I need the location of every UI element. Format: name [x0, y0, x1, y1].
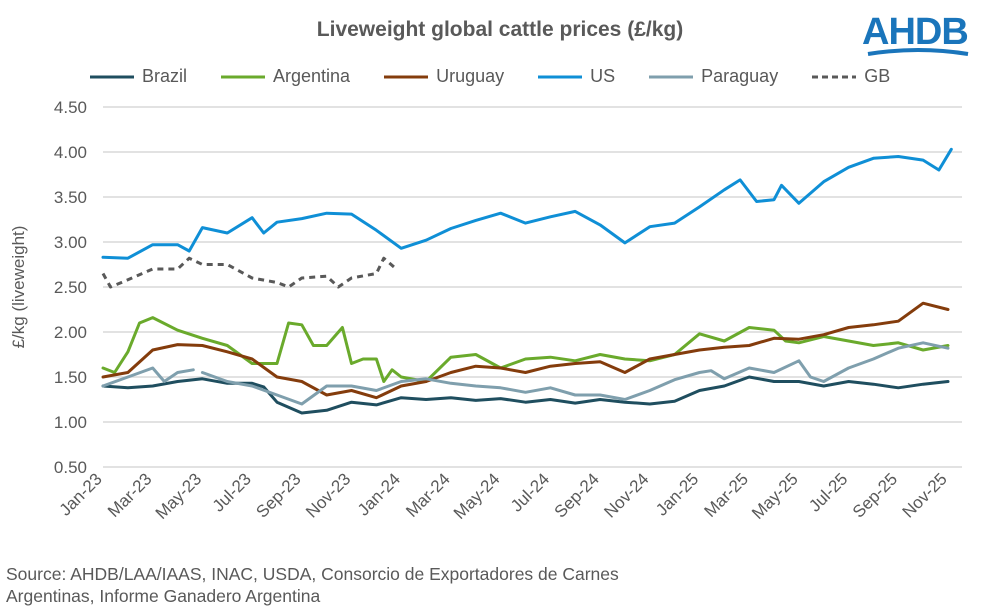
y-tick-label: 3.50 [54, 188, 87, 207]
x-tick-label: Sep-25 [849, 469, 901, 521]
legend-label: Paraguay [701, 66, 779, 86]
legend-item-brazil: Brazil [90, 66, 187, 87]
legend-label: Brazil [142, 66, 188, 86]
x-tick-label: May-25 [748, 469, 802, 523]
y-tick-label: 2.50 [54, 278, 87, 297]
series-line-brazil [101, 375, 950, 415]
legend-label: GB [864, 66, 891, 86]
x-tick-label: May-24 [450, 469, 504, 523]
legend-item-gb: GB [812, 66, 890, 87]
source-line-2: Argentinas, Informe Ganadero Argentina [6, 586, 321, 606]
x-tick-label: May-23 [152, 469, 206, 523]
x-tick-label: Nov-24 [600, 469, 652, 521]
chart-title: Liveweight global cattle prices (£/kg) [316, 18, 684, 41]
legend-item-paraguay: Paraguay [649, 66, 778, 87]
legend-swatch [90, 75, 134, 78]
x-tick-label: Mar-23 [104, 469, 156, 521]
x-tick-label: Jan-24 [354, 469, 404, 519]
svg-text:AHDB: AHDB [862, 11, 968, 53]
x-tick-label: Jan-25 [652, 469, 702, 519]
legend-label: Argentina [273, 66, 351, 86]
y-tick-label: 2.00 [54, 323, 87, 342]
y-tick-label: 4.50 [54, 98, 87, 117]
series-line-paraguay [101, 341, 950, 406]
x-tick-label: Sep-23 [252, 469, 304, 521]
x-tick-label: Sep-24 [551, 469, 603, 521]
legend-label: US [590, 66, 616, 86]
source-note: Source: AHDB/LAA/IAAS, INAC, USDA, Conso… [6, 563, 619, 607]
x-tick-label: Mar-24 [402, 469, 454, 521]
source-line-1: Source: AHDB/LAA/IAAS, INAC, USDA, Conso… [6, 564, 619, 584]
legend-item-us: US [538, 66, 615, 87]
series-line-gb [101, 256, 398, 289]
y-tick-label: 4.00 [54, 143, 87, 162]
y-tick-label: 1.00 [54, 413, 87, 432]
x-tick-label: Mar-25 [700, 469, 752, 521]
legend-swatch [538, 75, 583, 78]
line-chart: 0.50 1.00 1.50 2.00 2.50 3.00 3.50 4.00 4.50 Jan-… [9, 98, 962, 523]
series-line-uruguay [101, 301, 950, 400]
y-tick-label: 3.00 [54, 233, 87, 252]
y-tick-label: 0.50 [54, 458, 87, 477]
legend-item-argentina: Argentina [221, 66, 350, 87]
legend-item-uruguay: Uruguay [384, 66, 504, 87]
series-line-us [101, 147, 953, 260]
legend-label: Uruguay [436, 66, 505, 86]
x-tick-label: Jul-23 [209, 469, 255, 515]
legend-swatch [384, 75, 429, 78]
x-tick-label: Jul-24 [507, 469, 553, 515]
y-tick-label: 1.50 [54, 368, 87, 387]
legend-swatch [649, 75, 694, 78]
x-tick-label: Jul-25 [805, 469, 851, 515]
x-tick-label: Nov-25 [899, 469, 951, 521]
ahdb-logo: AHDB [858, 6, 978, 67]
x-tick-label: Nov-23 [302, 469, 354, 521]
legend-swatch [221, 75, 266, 78]
legend-swatch [812, 75, 857, 78]
y-axis-label: £/kg (liveweight) [9, 226, 28, 349]
chart-legend: Brazil Argentina Uruguay US Paraguay GB [90, 66, 924, 87]
